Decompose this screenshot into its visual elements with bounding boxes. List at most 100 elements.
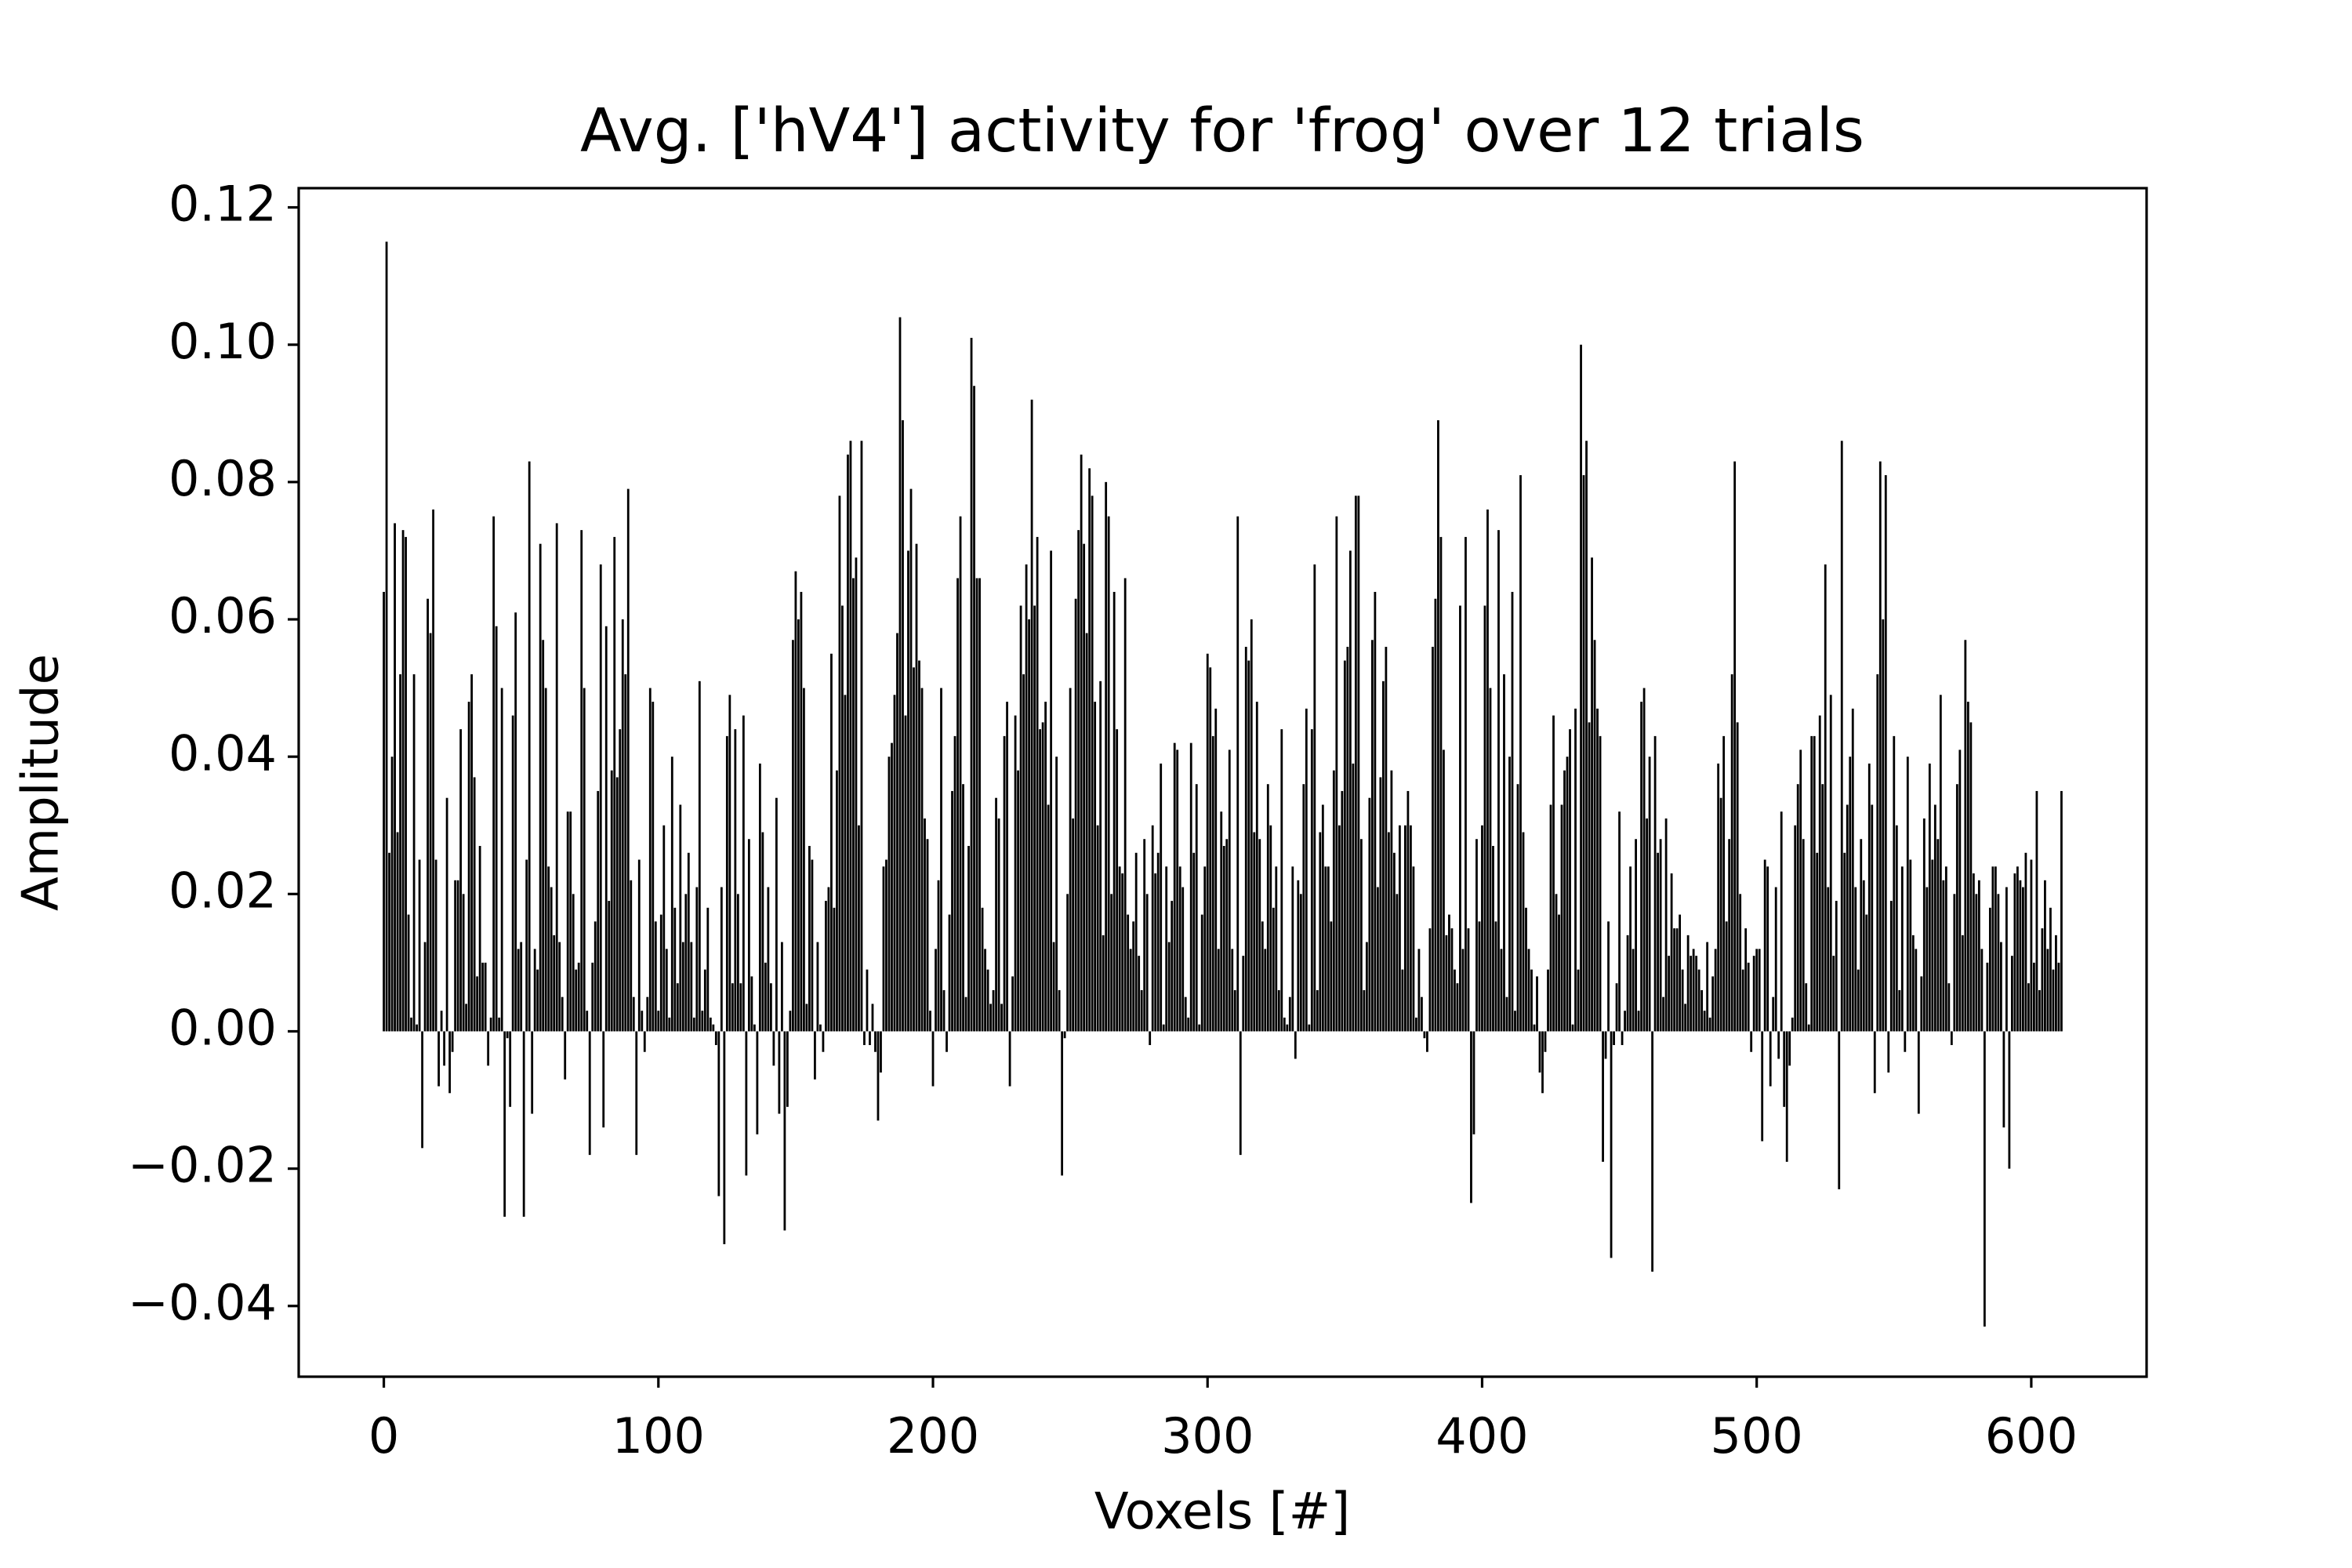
- bar: [1629, 866, 1632, 1032]
- bar: [1363, 989, 1366, 1032]
- bar: [509, 1031, 512, 1107]
- bar: [1807, 1024, 1810, 1032]
- bar: [1728, 839, 1731, 1032]
- bar: [1203, 866, 1207, 1032]
- bar: [396, 832, 399, 1032]
- bar: [1253, 832, 1256, 1032]
- bar: [390, 757, 394, 1032]
- bar: [1805, 983, 1808, 1032]
- bar: [1112, 591, 1116, 1032]
- bar: [1176, 750, 1179, 1032]
- bar: [624, 674, 627, 1032]
- bar: [1077, 530, 1080, 1032]
- bar: [1494, 921, 1497, 1032]
- bar: [1681, 969, 1684, 1032]
- bar: [1242, 956, 1245, 1032]
- bar: [1955, 784, 1958, 1032]
- bar: [1052, 942, 1055, 1032]
- bar: [473, 777, 476, 1032]
- bar: [1648, 757, 1651, 1032]
- bar: [814, 1031, 816, 1080]
- bar: [1785, 1031, 1788, 1162]
- bar: [2024, 852, 2027, 1032]
- bar: [1143, 839, 1146, 1032]
- bar: [1552, 715, 1555, 1032]
- bar: [1865, 914, 1868, 1032]
- bar: [1939, 695, 1942, 1032]
- bar: [1316, 989, 1319, 1032]
- bar: [981, 907, 984, 1032]
- bar: [1022, 674, 1025, 1032]
- bar: [1725, 921, 1728, 1032]
- bar: [1421, 996, 1423, 1032]
- y-tick-label: 0.06: [169, 587, 277, 644]
- bar: [1272, 907, 1275, 1032]
- bar: [1769, 1031, 1772, 1087]
- bar: [1777, 1031, 1780, 1059]
- bar: [701, 1011, 704, 1032]
- bar: [1626, 935, 1629, 1032]
- bar: [1994, 866, 1997, 1032]
- bar: [1887, 1031, 1890, 1073]
- y-tick-label: 0.04: [169, 724, 277, 782]
- bar: [1530, 969, 1533, 1032]
- bar: [1189, 742, 1192, 1032]
- bar: [841, 605, 844, 1032]
- bar: [1286, 1024, 1289, 1032]
- bar: [599, 564, 602, 1032]
- bar: [2005, 887, 2008, 1032]
- bar: [388, 852, 390, 1032]
- bar: [668, 1017, 671, 1032]
- bar: [1664, 818, 1668, 1032]
- bar: [1577, 969, 1580, 1032]
- bar: [720, 887, 723, 1032]
- bar: [1200, 914, 1203, 1032]
- bar: [412, 674, 416, 1032]
- bar: [1653, 735, 1657, 1032]
- y-tick-label: 0.10: [169, 313, 277, 370]
- bar: [1327, 866, 1330, 1032]
- bar: [855, 557, 858, 1032]
- bar: [1783, 1031, 1786, 1107]
- bar: [1003, 735, 1006, 1032]
- bar: [692, 1017, 695, 1032]
- bar: [844, 695, 847, 1032]
- bar: [780, 942, 783, 1032]
- bar: [1810, 735, 1813, 1032]
- bar: [1747, 962, 1750, 1032]
- bar: [1181, 887, 1185, 1032]
- bar: [394, 523, 396, 1032]
- bar: [1624, 1011, 1626, 1032]
- bar: [1149, 1031, 1152, 1045]
- bar: [421, 1031, 424, 1149]
- plot-frame: [297, 187, 2148, 1378]
- bar: [1736, 722, 1739, 1032]
- bar: [399, 674, 401, 1032]
- bar: [1066, 894, 1069, 1032]
- bar: [1774, 887, 1777, 1032]
- bar: [1950, 1031, 1953, 1045]
- bar: [1876, 674, 1879, 1032]
- bar: [1604, 1031, 1607, 1059]
- bar: [467, 702, 470, 1032]
- axes: −0.04 −0.02 0.00 0.02 0.04 0.06 0.08 0.10 0.12 0 1…: [128, 176, 2148, 1465]
- bar: [1129, 949, 1132, 1032]
- bar: [1406, 790, 1410, 1032]
- bar: [1039, 729, 1042, 1032]
- bar: [1835, 901, 1838, 1032]
- bar: [822, 1031, 825, 1052]
- bar: [405, 536, 407, 1032]
- bar: [498, 1017, 501, 1032]
- bar: [462, 894, 465, 1032]
- bar: [1983, 1031, 1986, 1327]
- bar: [778, 1031, 781, 1114]
- bar: [863, 1031, 866, 1045]
- bar: [525, 859, 528, 1032]
- bar: [1324, 866, 1327, 1032]
- bar: [2019, 880, 2022, 1032]
- bar: [637, 859, 641, 1032]
- bar: [1966, 702, 1969, 1032]
- bar: [1928, 763, 1931, 1032]
- bar: [1788, 1031, 1791, 1066]
